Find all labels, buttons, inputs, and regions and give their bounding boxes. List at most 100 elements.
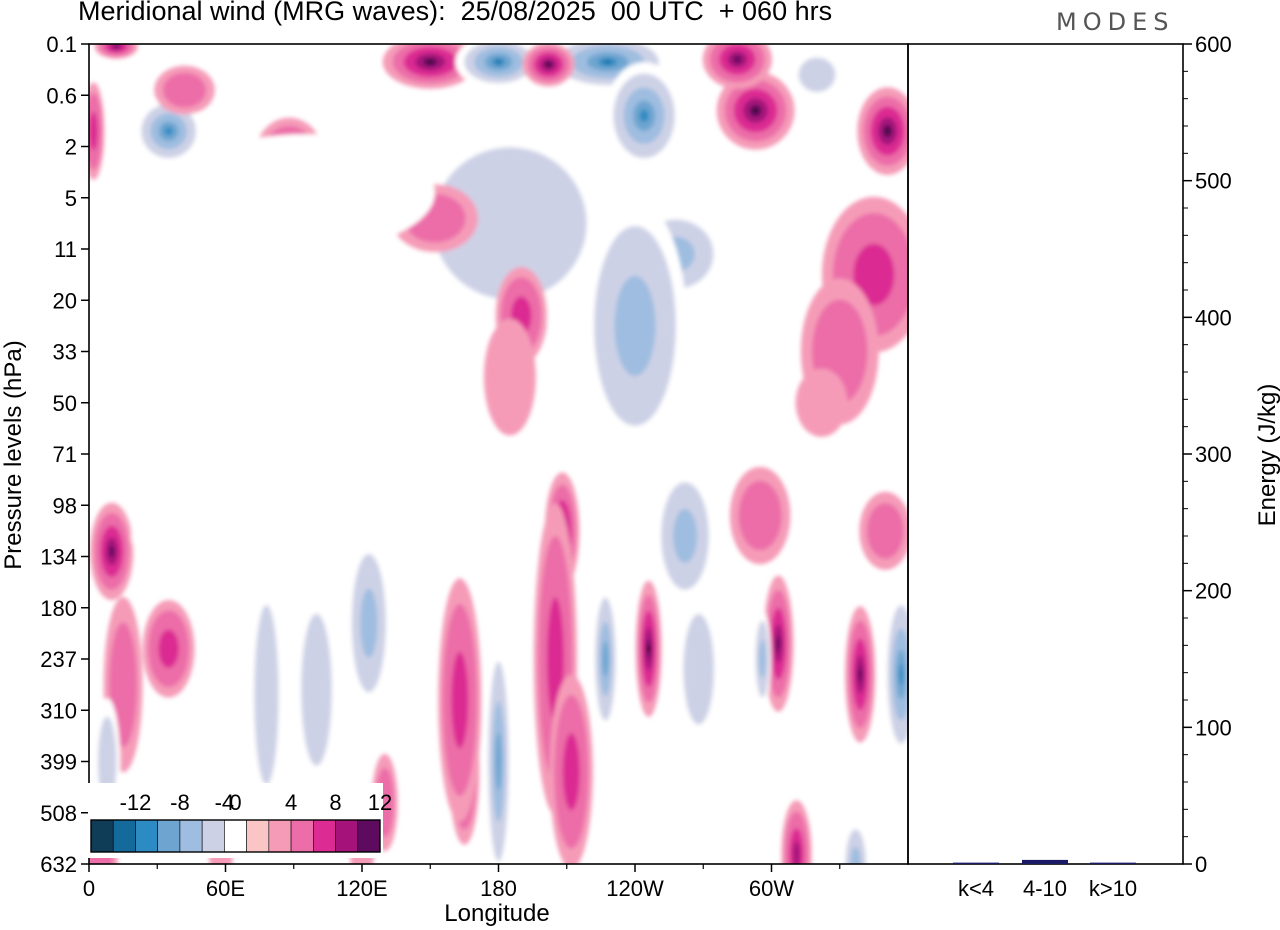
- colorbar-swatch: [290, 819, 314, 853]
- contour-band: [254, 604, 279, 785]
- contour-band: [738, 480, 782, 551]
- contour-band: [858, 666, 863, 683]
- energy-tick-label: 400: [1195, 305, 1232, 330]
- wind-feature-38: [549, 674, 593, 864]
- energy-axis: 0 100 200 300 400 500 600: [1183, 32, 1232, 877]
- contour-band: [758, 639, 766, 679]
- x-tick-label: 180: [480, 876, 517, 901]
- wind-feature-6: [702, 44, 772, 89]
- wind-feature-5: [716, 71, 795, 150]
- y-tick-label: 5: [65, 186, 77, 211]
- colorbar-swatch: [90, 819, 114, 853]
- colorbar-swatch: [268, 819, 292, 853]
- contour-band: [562, 733, 580, 811]
- wind-feature-2: [455, 44, 542, 89]
- wind-feature-0: [382, 44, 478, 89]
- y-tick-label: 20: [53, 288, 77, 313]
- contour-band: [158, 629, 179, 669]
- contour-band: [223, 343, 319, 412]
- colorbar-label: 12: [368, 790, 392, 815]
- wind-feature-44: [763, 575, 794, 712]
- contour-band: [798, 57, 836, 93]
- colorbar-label: 0: [229, 790, 241, 815]
- energy-tick-label: 0: [1195, 852, 1207, 877]
- colorbar-swatch: [246, 819, 270, 853]
- contour-band: [360, 588, 378, 658]
- contour-band: [866, 503, 904, 559]
- wind-feature-46: [845, 606, 876, 743]
- wind-feature-24: [795, 368, 848, 437]
- contour-band: [733, 55, 742, 63]
- colorbar-label: -4: [215, 790, 235, 815]
- contour-band: [899, 664, 904, 685]
- brand-logo: MODES: [1056, 8, 1175, 36]
- colorbar-swatch: [201, 819, 225, 853]
- wind-feature-50: [842, 820, 869, 864]
- y-tick-label: 632: [40, 852, 77, 877]
- wind-feature-27: [142, 600, 195, 698]
- wind-feature-41: [654, 467, 716, 605]
- x-axis: 0 60E 120E 180 120W 60W: [83, 864, 841, 901]
- wind-feature-16: [401, 116, 618, 331]
- chart-title: Meridional wind (MRG waves): 25/08/2025 …: [78, 0, 833, 26]
- colorbar: -12 -8 -40 4 8 12: [88, 783, 392, 858]
- colorbar-swatch: [179, 819, 203, 853]
- wind-feature-11: [154, 65, 215, 115]
- x-tick-label: 120W: [606, 876, 664, 901]
- energy-bar: [1022, 859, 1068, 864]
- x-tick-label: 60E: [206, 876, 245, 901]
- wind-feature-10: [94, 44, 138, 59]
- contour-band: [483, 318, 536, 436]
- colorbar-swatch: [313, 819, 336, 853]
- y-axis: 0.1 0.6 2 5 11 20 33 50 71 98 134 180 237 310 399 508 63…: [40, 32, 89, 877]
- wind-feature-21: [583, 199, 687, 453]
- colorbar-label: 8: [329, 790, 341, 815]
- wind-feature-13: [89, 82, 105, 180]
- colorbar-label: -12: [120, 790, 152, 815]
- y-tick-label: 0.1: [46, 32, 77, 57]
- wind-feature-20: [483, 318, 536, 436]
- colorbar-swatch: [357, 819, 381, 853]
- contour-band: [853, 243, 895, 306]
- contour-band: [164, 127, 173, 136]
- energy-axis-title: Energy (J/kg): [1254, 384, 1280, 527]
- contour-band: [673, 509, 698, 563]
- contour-band: [109, 622, 137, 747]
- wind-feature-51: [677, 754, 721, 864]
- wind-feature-12: [791, 50, 843, 100]
- contour-band: [776, 635, 781, 652]
- energy-tick-label: 300: [1195, 442, 1232, 467]
- contour-band: [131, 511, 184, 561]
- energy-tick-label: 100: [1195, 715, 1232, 740]
- colorbar-swatch: [135, 819, 158, 853]
- y-tick-label: 399: [40, 750, 77, 775]
- y-tick-label: 2: [65, 135, 77, 160]
- y-tick-label: 11: [54, 237, 77, 262]
- wind-feature-43: [729, 466, 791, 565]
- y-tick-label: 237: [40, 647, 77, 672]
- contour-band: [795, 368, 848, 437]
- heatmap-blobs: [89, 44, 908, 864]
- y-tick-label: 98: [53, 493, 77, 518]
- energy-bar: [953, 862, 999, 864]
- wind-feature-49: [781, 800, 812, 864]
- x-tick-label: 120E: [336, 876, 387, 901]
- wind-feature-47: [883, 586, 908, 762]
- y-tick-label: 33: [53, 340, 77, 365]
- wind-feature-31: [347, 535, 391, 711]
- contour-band: [495, 732, 502, 791]
- wind-feature-56: [131, 511, 184, 561]
- contour-band: [163, 72, 207, 108]
- contour-band: [604, 59, 611, 64]
- wind-feature-18: [175, 134, 435, 252]
- y-tick-label: 180: [40, 596, 77, 621]
- wind-feature-25: [90, 502, 134, 601]
- y-tick-label: 0.6: [46, 83, 77, 108]
- energy-tick-label: 200: [1195, 579, 1232, 604]
- energy-category-label: 4-10: [1023, 876, 1067, 901]
- contour-band: [677, 754, 721, 864]
- contour-band: [683, 613, 715, 725]
- energy-panel-frame: [907, 43, 1184, 865]
- energy-bars: k<4 4-10 k>10: [953, 859, 1137, 901]
